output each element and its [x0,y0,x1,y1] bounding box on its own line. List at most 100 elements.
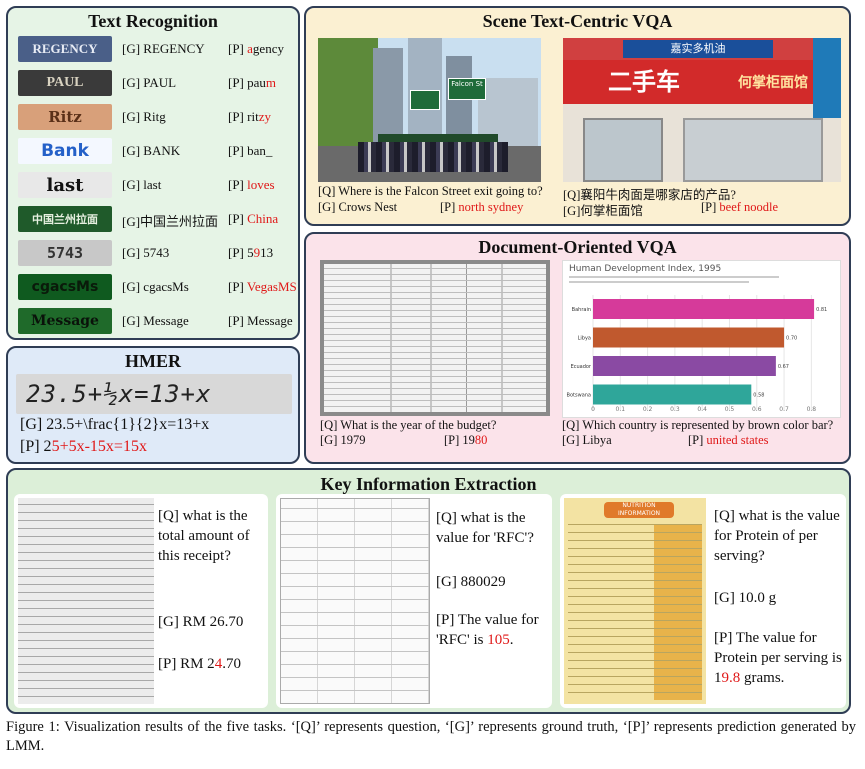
kie-b-question: [Q] what is the value for 'RFC'? [436,510,534,546]
ground-truth-label: [G] last [122,177,162,192]
word-image-text: 5743 [46,244,84,262]
word-image: 5743 [18,240,112,266]
word-image: Message [18,308,112,334]
word-image: last [18,172,112,198]
word-image: 中国兰州拉面 [18,206,112,232]
kie-a-ground-truth: [G] RM 26.70 [158,614,244,630]
chart-category-label: Libya [578,336,591,342]
scene-right-question: [Q]襄阳牛肉面是哪家店的产品? [563,188,736,202]
chart-category-label: Ecuador [571,364,592,370]
scene-left-ground-truth: [G] Crows Nest [318,200,398,214]
text-recognition-panel: Text Recognition REGENCY [G] REGENCY [P] a… [6,6,300,340]
chart-title: Human Development Index, 1995 [569,264,722,274]
kie-a-question: [Q] what is the total amount of this rec… [158,508,250,564]
kie-b-prediction: [P] The value for 'RFC' is 105. [436,612,539,648]
doc-left-ground-truth: [G] 1979 [320,433,366,447]
chart-bar [593,356,776,376]
shop-top-sign: 嘉实多机油 [623,40,773,58]
kie-panel: Key Information Extraction [Q] what is t… [6,468,851,714]
doc-left-prediction: [P] 1980 [444,433,488,447]
hdi-bar-chart: 0 0.1 0.2 0.3 0.4 0.5 0.6 0.7 0.8 Bahrain 0.81 Liby… [567,295,827,413]
word-image-text: 中国兰州拉面 [32,213,98,226]
chart-tick-label: 0.6 [752,406,762,413]
word-image-text: Bank [41,141,89,161]
scene-left-prediction: [P] north sydney [440,200,524,214]
handwritten-formula-image: 23.5+½x=13+x [16,374,292,414]
word-image: cgacsMs [18,274,112,300]
hmer-prediction: [P] 25+5x-15x=15x [20,438,147,455]
prediction-label: [P] VegasMS [228,279,297,294]
doc-left-question: [Q] What is the year of the budget? [320,418,497,432]
text-recognition-row: 5743 [G] 5743 [P] 5913 [18,238,298,268]
word-image-text: Ritz [48,108,82,126]
nutrition-label-image: NUTRITION INFORMATION [564,498,706,704]
chart-bar [593,299,815,319]
figure-caption: Figure 1: Visualization results of the f… [6,719,856,754]
text-recognition-row: Ritz [G] Ritg [P] ritzy [18,102,298,132]
text-recognition-row: Bank [G] BANK [P] ban_ [18,136,298,166]
hdi-chart-image: Human Development Index, 1995 0 0.1 0.2 0.3… [562,260,841,418]
chart-tick-label: 0.7 [779,406,789,413]
text-recognition-title: Text Recognition [88,11,218,31]
chart-tick-label: 0.1 [616,406,626,413]
prediction-label: [P] paum [228,75,277,90]
form-image [280,498,430,704]
scene-right-prediction: [P] beef noodle [701,200,779,214]
word-image-text: PAUL [46,75,84,90]
text-recognition-row: PAUL [G] PAUL [P] paum [18,68,298,98]
hmer-ground-truth: [G] 23.5+\frac{1}{2}x=13+x [20,416,210,433]
chart-tick-label: 0.5 [725,406,735,413]
chart-bar [593,384,752,405]
street-sign: Falcon St [448,78,486,100]
chart-tick-label: 0.4 [697,406,707,413]
kie-c-ground-truth: [G] 10.0 g [714,590,777,606]
word-image: Ritz [18,104,112,130]
scene-text-vqa-panel: Scene Text-Centric VQA Falcon St [Q] Whe… [304,6,851,226]
ground-truth-label: [G] Ritg [122,109,166,124]
hmer-title: HMER [125,351,181,371]
prediction-label: [P] agency [228,41,284,56]
chart-value-label: 0.81 [816,307,827,313]
chart-value-label: 0.67 [778,364,789,370]
chart-tick-label: 0 [591,406,595,413]
document-vqa-panel: Document-Oriented VQA [Q] What is the ye… [304,232,851,464]
kie-a-prediction: [P] RM 24.70 [158,656,241,672]
word-image-text: Message [31,313,99,329]
doc-right-ground-truth: [G] Libya [562,433,612,447]
prediction-label: [P] loves [228,177,275,192]
scene-left-question: [Q] Where is the Falcon Street exit goin… [318,184,543,198]
prediction-label: [P] ritzy [228,109,271,124]
kie-form-card: [Q] what is the value for 'RFC'? [G] 880… [276,494,552,708]
kie-receipt-card: [Q] what is the total amount of this rec… [14,494,268,708]
budget-document-image [320,260,550,416]
prediction-label: [P] Message [228,313,293,328]
kie-c-prediction: [P] The value for Protein per serving is… [714,630,842,686]
chart-category-label: Botswana [567,393,591,399]
hmer-panel: HMER 23.5+½x=13+x [G] 23.5+\frac{1}{2}x=… [6,346,300,464]
scene-vqa-title: Scene Text-Centric VQA [482,11,673,31]
word-image-text: REGENCY [32,41,98,56]
word-image: PAUL [18,70,112,96]
shop-photo: 嘉实多机油 二手车 何掌柜面馆 [563,38,841,182]
shop-right-sign: 何掌柜面馆 [738,75,808,91]
handwritten-formula-text: 23.5+½x=13+x [26,380,212,408]
ground-truth-label: [G] cgacsMs [122,279,189,294]
text-recognition-row: cgacsMs [G] cgacsMs [P] VegasMS [18,272,298,302]
word-image: REGENCY [18,36,112,62]
shop-main-sign: 二手车 [608,68,680,96]
ground-truth-label: [G] PAUL [122,75,177,90]
doc-right-question: [Q] Which country is represented by brow… [562,418,834,432]
text-recognition-row: REGENCY [G] REGENCY [P] agency [18,34,298,64]
prediction-label: [P] 5913 [228,245,274,260]
text-recognition-row: 中国兰州拉面 [G]中国兰州拉面 [P] China [18,204,298,234]
ground-truth-label: [G] REGENCY [122,41,205,56]
chart-value-label: 0.70 [786,336,797,342]
chart-bar [593,327,785,348]
prediction-label: [P] China [228,211,279,226]
word-image-text: cgacsMs [31,279,99,295]
receipt-image [18,498,154,704]
kie-c-question: [Q] what is the value for Protein of per… [714,508,840,564]
doc-vqa-title: Document-Oriented VQA [478,237,677,257]
text-recognition-row: Message [G] Message [P] Message [18,306,298,336]
nutrition-label-header: NUTRITION INFORMATION [604,502,674,518]
